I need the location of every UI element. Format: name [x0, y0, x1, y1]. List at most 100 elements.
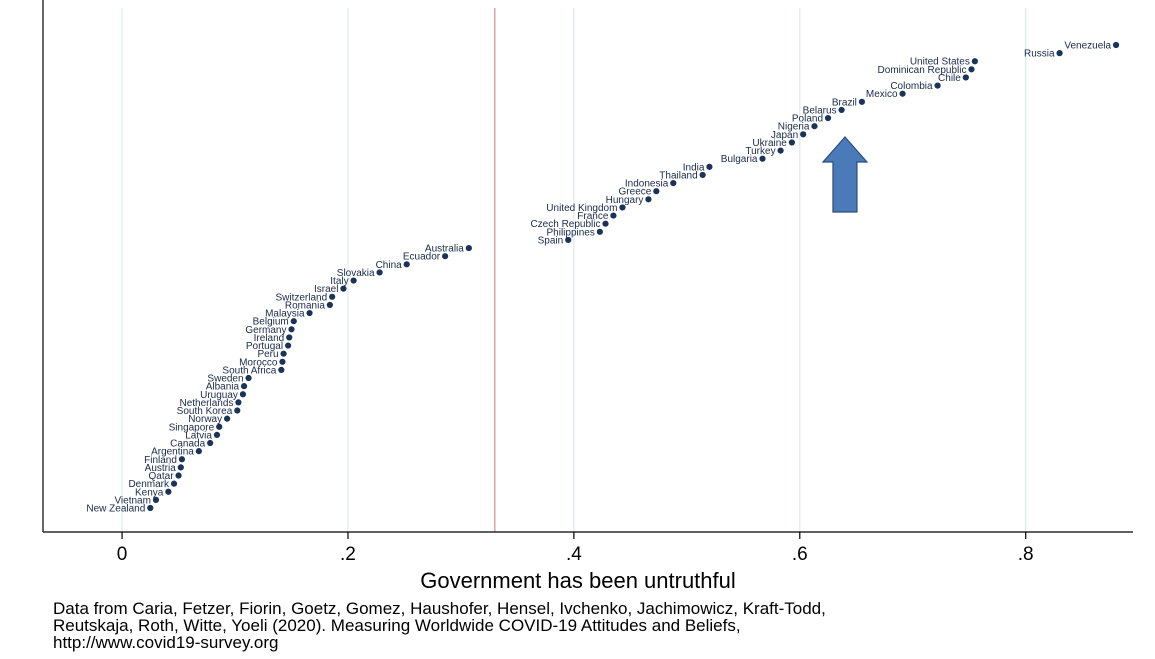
point-label-brazil: Brazil [832, 97, 857, 108]
point-label-belgium: Belgium [253, 317, 289, 328]
point-argentina [195, 448, 202, 455]
point-label-israel: Israel [314, 284, 338, 295]
point-ukraine [788, 139, 795, 146]
point-label-south-korea: South Korea [177, 406, 233, 417]
x-tick-label-3: .6 [792, 544, 808, 565]
point-label-netherlands: Netherlands [179, 398, 233, 409]
point-label-uruguay: Uruguay [200, 390, 238, 401]
point-label-colombia: Colombia [890, 81, 933, 92]
point-belgium [290, 318, 297, 325]
point-finland [178, 456, 186, 463]
point-uruguay [239, 391, 247, 398]
point-vietnam [152, 496, 160, 503]
point-label-finland: Finland [144, 455, 177, 466]
point-germany [288, 326, 295, 333]
point-thailand [699, 171, 706, 179]
point-nigeria [811, 123, 818, 130]
point-label-venezuela: Venezuela [1064, 41, 1111, 52]
x-tick-label-4: .8 [1018, 544, 1034, 565]
point-greece [653, 188, 660, 195]
scatter-chart: 0 .2 .4 .6 .8 Venezuela Russia United StatesDo… [42, 0, 1133, 593]
point-label-kenya: Kenya [135, 487, 164, 498]
point-south-korea [234, 407, 241, 414]
point-bulgaria [759, 155, 766, 162]
point-label-hungary: Hungary [606, 195, 644, 206]
source-note: Data from Caria, Fetzer, Fiorin, Goetz, … [53, 600, 1153, 651]
point-japan [800, 131, 807, 138]
x-axis-ticks: 0 .2 .4 .6 .8 [117, 532, 1034, 565]
point-slovakia [376, 269, 383, 276]
point-south-africa [278, 366, 285, 374]
point-malaysia [306, 309, 313, 317]
point-label-canada: Canada [170, 439, 205, 450]
point-label-germany: Germany [245, 325, 286, 336]
point-label-chile: Chile [938, 73, 961, 84]
point-label-spain: Spain [538, 235, 564, 246]
point-label-romania: Romania [285, 300, 325, 311]
source-note-line-2: Reutskaja, Roth, Witte, Yoeli (2020). Me… [53, 616, 741, 635]
point-russia [1056, 50, 1063, 57]
point-label-new-zealand: New Zealand [86, 504, 145, 515]
point-morocco [279, 358, 286, 365]
point-label-ukraine: Ukraine [752, 138, 787, 149]
point-france [610, 212, 617, 219]
point-canada [207, 439, 214, 447]
point-portugal [285, 342, 292, 349]
point-label-japan: Japan [771, 130, 798, 141]
point-china [403, 261, 410, 268]
gridlines [121, 8, 1027, 532]
x-tick-label-1: .2 [340, 544, 356, 565]
point-label-china: China [376, 260, 403, 271]
point-colombia [934, 82, 941, 89]
point-singapore [216, 423, 223, 430]
point-mexico [899, 90, 906, 97]
point-label-peru: Peru [257, 349, 278, 360]
point-label-australia: Australia [425, 244, 464, 255]
point-label-austria: Austria [145, 463, 177, 474]
point-turkey [777, 147, 784, 154]
point-dominican-republic [968, 66, 975, 73]
point-label-indonesia: Indonesia [625, 179, 669, 190]
point-label-mexico: Mexico [866, 89, 898, 100]
point-switzerland [329, 293, 336, 300]
point-ireland [286, 334, 293, 341]
point-label-greece: Greece [619, 187, 652, 198]
point-brazil [858, 98, 866, 105]
point-india [706, 163, 713, 170]
point-venezuela [1112, 41, 1120, 49]
point-label-czech-republic: Czech Republic [530, 219, 600, 230]
point-hungary [645, 196, 652, 203]
point-label-bulgaria: Bulgaria [721, 154, 758, 165]
point-label-norway: Norway [188, 414, 222, 425]
point-norway [224, 415, 231, 422]
point-label-philippines: Philippines [546, 227, 594, 238]
point-label-slovakia: Slovakia [337, 268, 375, 279]
point-romania [326, 301, 334, 309]
point-ecuador [442, 253, 449, 260]
point-label-nigeria: Nigeria [778, 122, 810, 133]
point-sweden [245, 374, 252, 382]
point-label-united-states: United States [910, 57, 970, 68]
point-label-latvia: Latvia [185, 430, 212, 441]
point-denmark [170, 480, 178, 487]
source-note-line-3: http://www.covid19-survey.org [53, 633, 279, 652]
point-label-malaysia: Malaysia [265, 309, 305, 320]
point-label-ireland: Ireland [254, 333, 285, 344]
point-label-thailand: Thailand [659, 170, 697, 181]
point-belarus [838, 106, 845, 114]
point-label-albania: Albania [206, 382, 240, 393]
highlight-arrow-icon [821, 136, 869, 213]
point-czech-republic [602, 220, 609, 227]
point-label-vietnam: Vietnam [114, 495, 151, 506]
point-peru [280, 350, 287, 357]
point-label-qatar: Qatar [149, 471, 175, 482]
point-qatar [175, 472, 182, 479]
x-tick-label-0: 0 [117, 544, 128, 565]
point-label-dominican-republic: Dominican Republic [878, 65, 967, 76]
point-spain [565, 236, 572, 244]
point-italy [350, 277, 357, 284]
point-label-turkey: Turkey [745, 146, 775, 157]
point-label-south-africa: South Africa [222, 365, 276, 376]
point-label-poland: Poland [792, 114, 823, 125]
